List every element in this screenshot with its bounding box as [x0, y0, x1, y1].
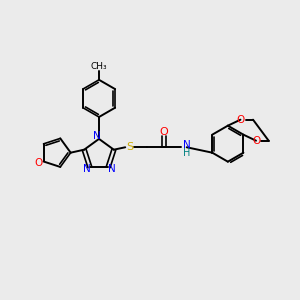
Text: N: N: [83, 164, 91, 174]
Text: S: S: [126, 142, 133, 152]
Text: O: O: [34, 158, 42, 168]
Text: N: N: [93, 131, 101, 141]
Text: O: O: [160, 127, 168, 137]
Text: N: N: [108, 164, 116, 174]
Text: CH₃: CH₃: [91, 62, 107, 71]
Text: N: N: [183, 140, 190, 150]
Text: O: O: [252, 136, 260, 146]
Text: H: H: [183, 148, 190, 158]
Text: O: O: [236, 115, 244, 125]
